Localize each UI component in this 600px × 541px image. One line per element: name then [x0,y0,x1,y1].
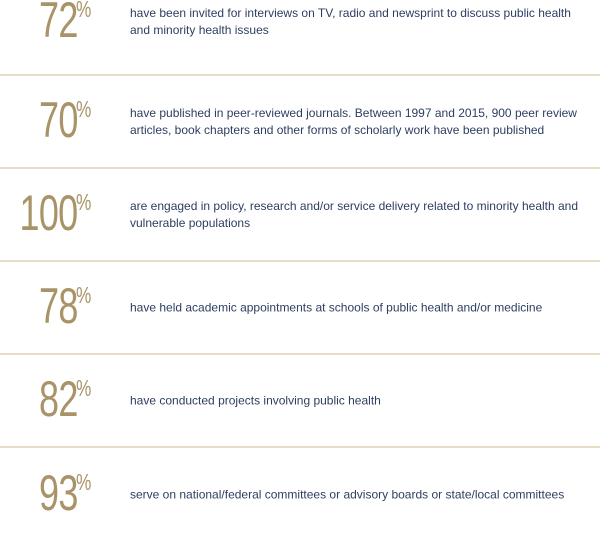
stat-row: 70 % have published in peer-reviewed jou… [0,76,600,169]
stat-description: have held academic appointments at schoo… [130,300,543,314]
percent-sign: % [75,281,91,308]
stat-value: 82 [38,370,78,427]
stat-description: have conducted projects involving public… [130,393,381,407]
stat-number: 70 % [24,95,96,145]
stat-description: are engaged in policy, research and/or s… [130,198,579,230]
stat-value: 70 [38,91,78,148]
stat-row: 100 % are engaged in policy, research an… [0,169,600,262]
stat-number: 100 % [0,188,96,238]
stat-number: 82 % [24,374,96,424]
stat-number: 78 % [24,281,96,331]
stat-row: 93 % serve on national/federal committee… [0,448,600,541]
stat-number: 72 % [24,0,96,45]
stat-number: 93 % [24,468,96,518]
stat-row: 82 % have conducted projects involving p… [0,355,600,448]
percent-sign: % [75,95,91,122]
stat-value: 78 [38,277,78,334]
stat-value: 100 [19,184,79,241]
percent-sign: % [75,0,91,22]
percent-sign: % [75,374,91,401]
stat-description: have published in peer-reviewed journals… [130,105,577,137]
percent-sign: % [75,468,91,495]
stat-row: 72 % have been invited for interviews on… [0,0,600,76]
stat-row: 78 % have held academic appointments at … [0,262,600,355]
stat-description: serve on national/federal committees or … [130,487,565,501]
stat-value: 72 [38,0,78,48]
stat-description: have been invited for interviews on TV, … [130,6,571,37]
stat-value: 93 [38,464,78,521]
percent-sign: % [75,188,91,215]
